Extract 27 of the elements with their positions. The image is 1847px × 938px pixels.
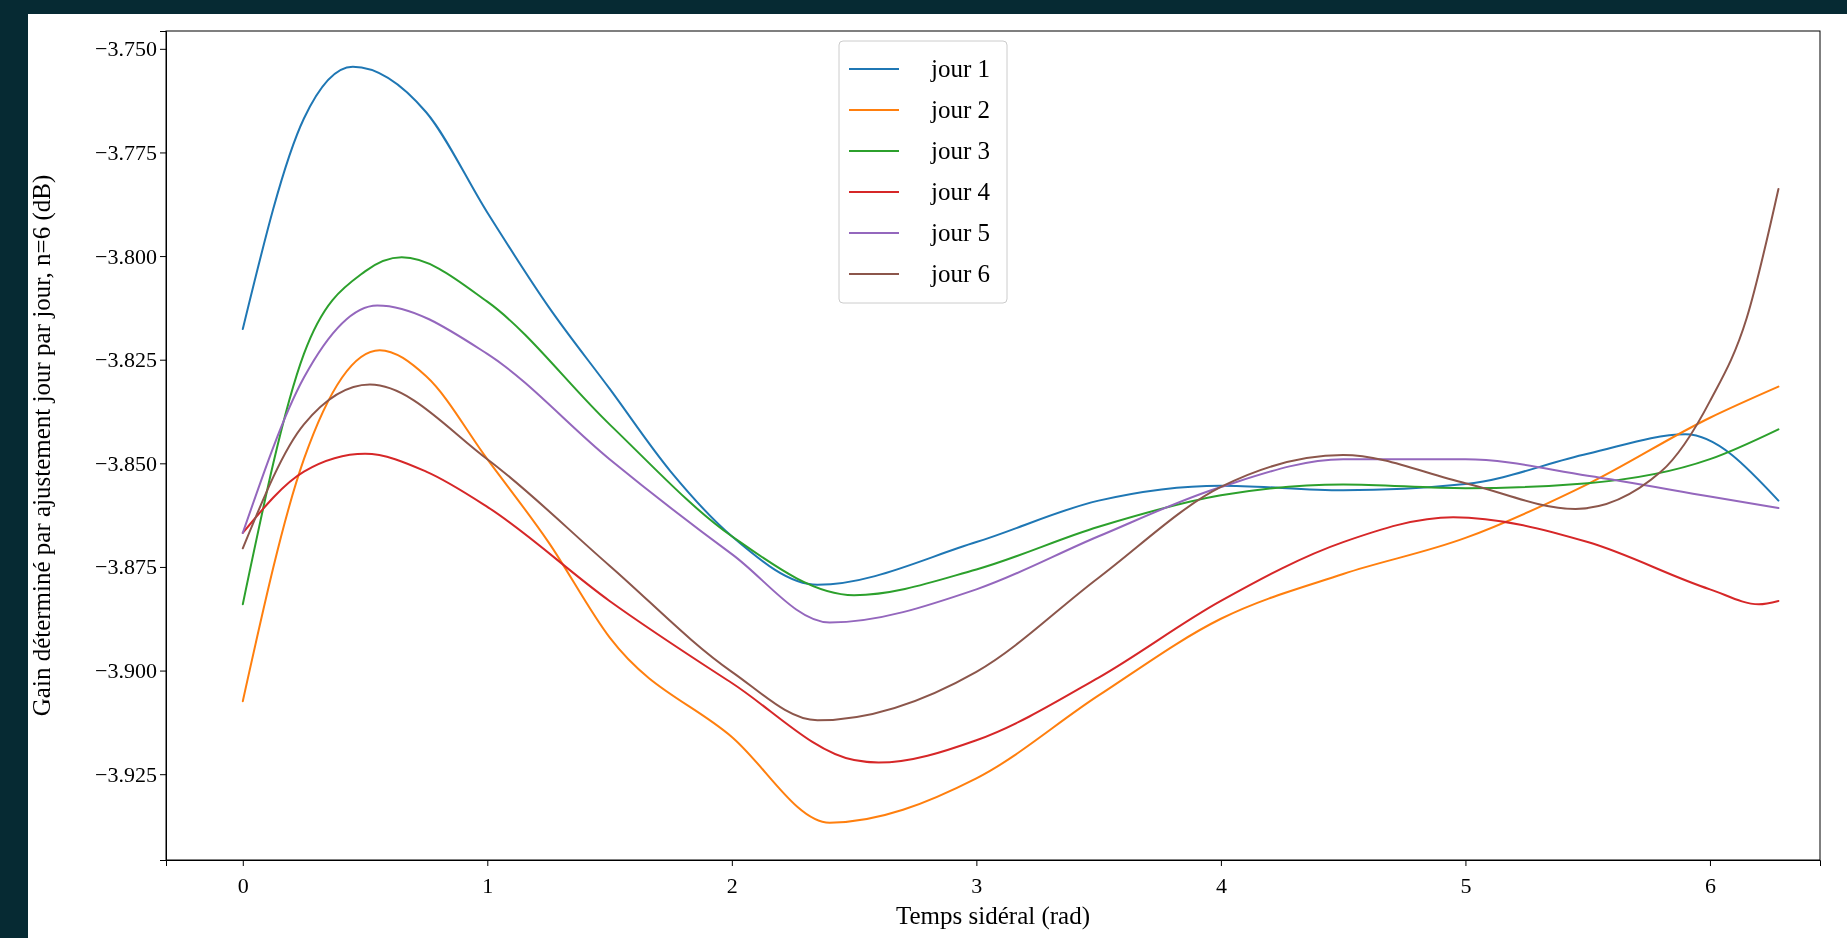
y-tick-label: −3.875	[95, 554, 157, 580]
legend-label: jour 4	[930, 178, 991, 205]
x-tick-label: 6	[1704, 873, 1716, 899]
y-tick-label: −3.850	[95, 450, 157, 476]
y-tick-label: −3.775	[95, 139, 157, 165]
legend-label: jour 3	[930, 137, 991, 164]
y-tick-label: −3.825	[95, 347, 157, 373]
line-series	[241, 349, 1780, 824]
x-axis-title: Temps sidéral (rad)	[895, 902, 1091, 930]
line-series	[241, 452, 1780, 764]
legend-label: jour 2	[930, 96, 991, 123]
line-series	[241, 256, 1780, 606]
legend-label: jour 5	[930, 219, 991, 246]
x-tick-label: 5	[1460, 873, 1472, 899]
x-tick-label: 2	[726, 873, 738, 899]
x-tick-label: 4	[1215, 873, 1227, 899]
x-tick-label: 3	[971, 873, 983, 899]
x-tick-label: 1	[482, 873, 494, 899]
x-tick-label: 0	[237, 873, 249, 899]
y-tick-label: −3.900	[95, 658, 157, 684]
y-tick-label: −3.800	[95, 243, 157, 269]
y-tick-label: −3.925	[95, 761, 157, 787]
y-tick-label: −3.750	[95, 36, 157, 62]
legend-label: jour 1	[930, 55, 991, 82]
y-axis-title: Gain déterminé par ajustement jour par jour, n=6 (dB)	[28, 174, 56, 717]
legend-label: jour 6	[930, 260, 991, 287]
line-series	[241, 304, 1780, 624]
